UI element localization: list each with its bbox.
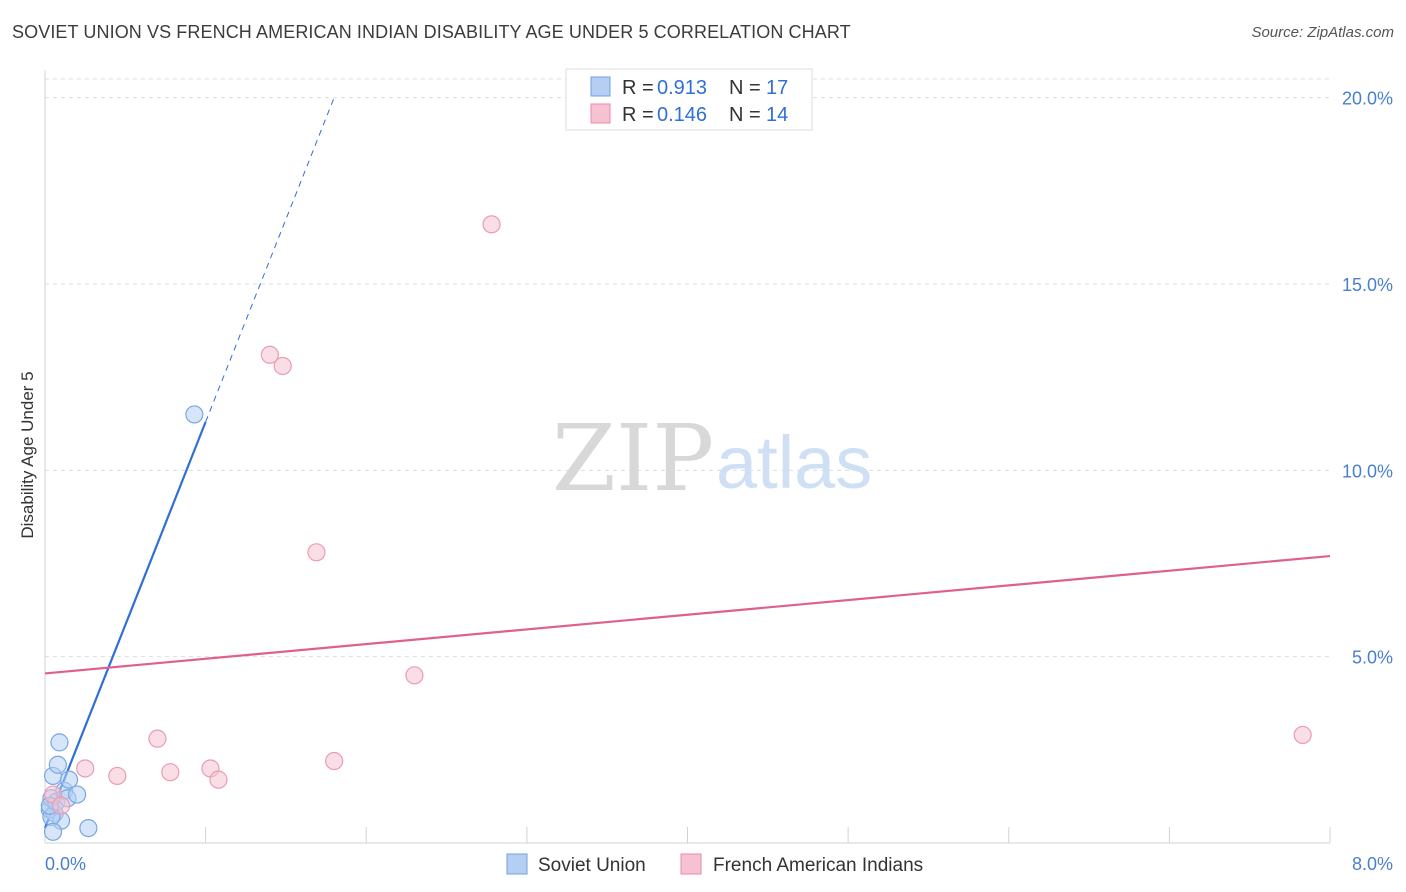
y-tick-label: 10.0% [1342,461,1393,481]
bottom-legend-label-french-american-indians: French American Indians [713,855,923,876]
axes [44,70,1331,844]
data-point-soviet-union [48,755,67,774]
y-tick-labels: 5.0% 10.0% 15.0% 20.0% [1342,89,1393,668]
legend-r-label: R = [622,77,654,99]
bottom-legend-swatch-soviet-union [506,853,528,875]
data-point-french-american-indians [405,666,424,685]
watermark-zip: ZIP [552,405,714,512]
data-point-french-american-indians [51,796,71,815]
data-point-soviet-union [50,733,69,752]
data-point-french-american-indians [307,543,326,562]
data-point-french-american-indians [161,763,180,782]
chart-title: SOVIET UNION VS FRENCH AMERICAN INDIAN D… [12,22,851,42]
data-point-french-american-indians [260,345,279,364]
legend-r-label: R = [622,104,654,126]
legend-n-label: N = [729,77,761,99]
data-point-french-american-indians [273,356,292,376]
data-point-soviet-union [59,770,79,789]
watermark-atlas: atlas [716,421,872,504]
chart-source: Source: ZipAtlas.com [1251,24,1394,41]
bottom-legend-swatch-french-american-indians [680,853,702,875]
data-point-french-american-indians [108,766,127,786]
x-tick-labels: 0.0% 8.0% [45,854,1393,874]
legend-swatch-soviet-union [590,76,611,97]
legend-n-value: 17 [766,77,788,99]
legend-r-value: 0.913 [657,77,707,99]
trend-line-extension-soviet-union [205,97,335,423]
data-point-soviet-union [185,405,204,424]
legend-r-value: 0.146 [657,104,707,126]
legend-n-value: 14 [766,104,788,126]
trend-line-french-american-indians [44,554,1331,675]
data-points [40,215,1312,841]
data-point-french-american-indians [325,751,344,771]
y-axis-label: Disability Age Under 5 [18,371,37,538]
data-point-french-american-indians [148,729,167,748]
legend: R = 0.913 N = 17 R = 0.146 N = 14 [565,68,813,131]
data-point-french-american-indians [1293,725,1312,745]
data-point-soviet-union [43,822,63,841]
y-tick-label: 15.0% [1342,275,1393,295]
x-tick-label: 0.0% [45,854,86,874]
bottom-legend: Soviet Union French American Indians [506,853,923,876]
legend-swatch-french-american-indians [590,103,611,124]
data-point-french-american-indians [209,770,228,789]
trend-lines [43,97,1331,829]
x-tick-label: 8.0% [1352,854,1393,874]
trend-line-soviet-union [43,421,207,829]
data-point-soviet-union [68,785,87,804]
bottom-legend-label-soviet-union: Soviet Union [538,855,646,876]
data-point-french-american-indians [482,215,501,234]
legend-n-label: N = [729,104,761,126]
data-point-french-american-indians [76,759,95,778]
y-tick-label: 20.0% [1342,89,1393,109]
grid-lines [45,78,1330,658]
y-tick-label: 5.0% [1352,648,1393,668]
data-point-soviet-union [79,818,98,838]
